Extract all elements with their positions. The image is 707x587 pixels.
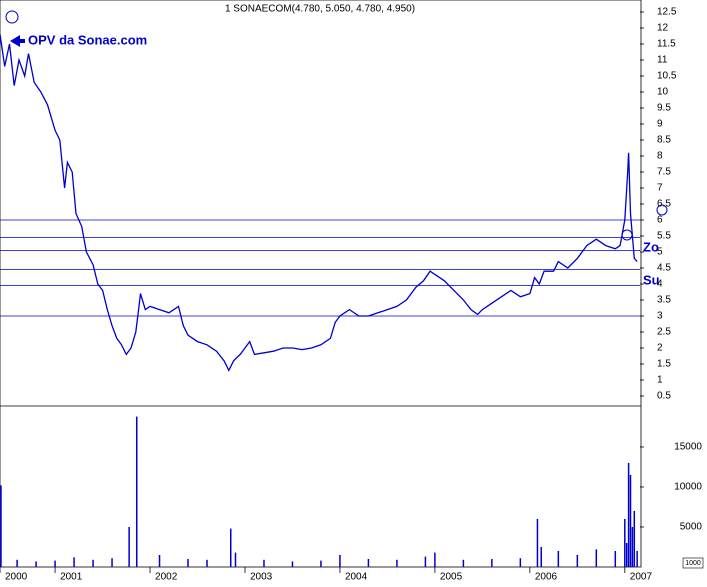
volume-bar — [73, 557, 75, 567]
volume-bar — [16, 559, 18, 567]
volume-bar — [263, 559, 265, 567]
volume-bar — [614, 551, 617, 567]
volume-bar — [629, 475, 632, 567]
volume-bar — [462, 559, 465, 567]
icon — [5, 10, 19, 24]
x-tick-label: 2004 — [345, 572, 368, 582]
icon — [621, 229, 633, 241]
volume-bar — [627, 463, 630, 567]
x-tick-label: 2001 — [60, 572, 83, 582]
y-tick-label: 9 — [657, 119, 663, 130]
y-tick-label: 5 — [657, 247, 663, 258]
volume-bar — [424, 556, 427, 567]
volume-bar — [631, 527, 634, 567]
annotation: Zo — [643, 239, 659, 254]
annotation: OPV da Sonae.com — [28, 32, 147, 47]
y-tick-label: 0.5 — [657, 391, 671, 402]
y-tick-label: 5.5 — [657, 231, 671, 242]
volume-bar — [339, 555, 341, 567]
y-tick-label: 15000 — [674, 442, 702, 453]
volume-bar — [54, 560, 56, 567]
volume-bar — [633, 511, 636, 567]
icon — [656, 204, 668, 216]
y-tick-label: 11.5 — [657, 39, 676, 50]
y-tick-label: 6.5 — [657, 199, 671, 210]
volume-bar — [291, 561, 294, 567]
volume-bar — [0, 485, 2, 567]
volume-bar — [624, 519, 626, 567]
y-tick-label: 8.5 — [657, 135, 671, 146]
volume-bar — [135, 416, 138, 567]
annotation: Su — [643, 272, 660, 287]
volume-bar — [519, 558, 522, 567]
y-tick-label: 3 — [657, 311, 663, 322]
y-tick-label: 3.5 — [657, 295, 671, 306]
y-tick-label: 10 — [657, 87, 669, 98]
volume-bar — [92, 559, 94, 567]
y-tick-label: 7.5 — [657, 167, 671, 178]
volume-bar — [234, 552, 237, 567]
x-tick-label: 2000 — [5, 572, 28, 582]
volume-bar — [540, 547, 542, 567]
y-tick-label: 11 — [657, 55, 668, 66]
y-tick-label: 4.5 — [657, 263, 671, 274]
chart-title: 1 SONAECOM(4.780, 5.050, 4.780, 4.950) — [225, 4, 415, 15]
volume-bar — [536, 519, 539, 567]
y-tick-label: 2.5 — [657, 327, 671, 338]
y-tick-label: 4 — [657, 279, 663, 290]
y-tick-label: 12.5 — [657, 7, 677, 18]
price-line — [0, 34, 638, 372]
volume-bar — [434, 552, 436, 567]
y-tick-label: 8 — [657, 151, 663, 162]
volume-bar — [206, 559, 208, 567]
volume-bar — [557, 551, 560, 567]
volume-bar — [576, 555, 579, 567]
volume-bar — [158, 555, 161, 567]
plot-frame — [0, 0, 642, 568]
volume-bar — [491, 559, 493, 567]
x-tick-label: 2005 — [440, 572, 463, 582]
y-tick-label: 7 — [657, 183, 663, 194]
volume-bar — [396, 559, 398, 567]
y-tick-label: 6 — [657, 215, 663, 226]
volume-bar — [367, 559, 370, 567]
x-tick-label: 2006 — [535, 572, 558, 582]
volume-bar — [625, 543, 628, 567]
y-tick-label: 10.5 — [657, 71, 677, 82]
volume-bar — [229, 528, 232, 567]
y-tick-label: 12 — [657, 23, 669, 34]
x-tick-label: 2002 — [155, 572, 178, 582]
volume-bar — [111, 558, 113, 567]
volume-bar — [595, 549, 598, 567]
y-tick-label: 5000 — [680, 522, 703, 533]
y-tick-label: 1.5 — [657, 359, 671, 370]
volume-bar — [636, 551, 638, 567]
volume-bar — [187, 559, 189, 567]
volume-bar — [35, 561, 37, 567]
y-tick-label: 1 — [657, 375, 663, 386]
arrow — [10, 35, 25, 47]
y-tick-label: 2 — [657, 343, 663, 354]
x-tick-label: 2003 — [250, 572, 273, 582]
unit-box — [682, 557, 704, 569]
volume-bar — [128, 527, 130, 567]
y-tick-label: 10000 — [674, 482, 702, 493]
x-tick-label: 2007 — [630, 572, 653, 582]
y-tick-label: 9.5 — [657, 103, 671, 114]
volume-unit: 1000 — [685, 560, 701, 567]
volume-bar — [320, 560, 322, 567]
